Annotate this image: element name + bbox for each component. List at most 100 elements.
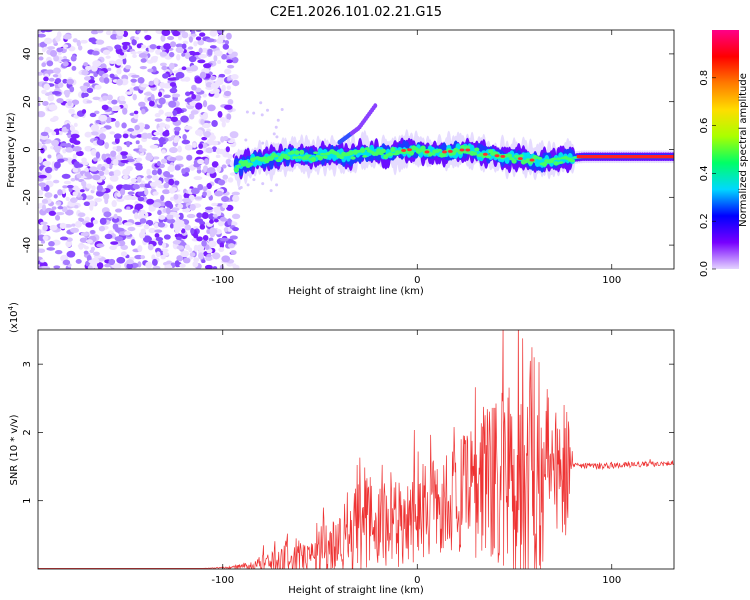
noise-blob [211,202,218,207]
noise-blob [222,202,228,209]
noise-blob [90,37,96,41]
noise-blob [101,95,109,101]
noise-blob [144,188,149,196]
noise-blob [231,213,241,220]
noise-blob [174,260,180,268]
y-tick-label: 20 [22,95,33,108]
noise-blob [159,81,166,89]
noise-blob [202,100,208,108]
noise-blob [201,122,211,129]
noise-blob [181,43,187,49]
noise-blob [224,40,230,45]
noise-blob [98,114,108,122]
branch-cell [373,103,378,109]
noise-blob [197,183,204,191]
noise-blob [172,93,181,98]
noise-blob [143,30,148,33]
noise-blob [38,189,44,196]
noise-blob [103,211,112,218]
noise-blob [38,110,46,118]
track-cell [273,154,279,158]
noise-blob [207,104,216,112]
noise-blob [113,169,121,177]
noise-blob [38,142,43,149]
noise-blob [175,46,185,54]
colorbar-tick-label: 0.6 [699,118,710,134]
noise-blob [69,197,78,203]
noise-blob [108,258,115,266]
noise-blob [181,228,186,234]
noise-blob [126,259,134,265]
track-cell [317,155,324,161]
noise-blob [75,220,82,228]
noise-blob [110,150,117,157]
noise-blob [85,195,94,200]
noise-blob [191,84,197,91]
noise-blob [109,175,119,182]
noise-blob [57,206,64,210]
noise-blob [261,141,265,145]
noise-blob [155,48,161,55]
noise-blob [165,117,172,122]
noise-blob [130,178,137,183]
noise-blob [130,239,136,246]
track-peak [441,150,447,154]
noise-blob [218,73,226,78]
track-cell [380,148,387,154]
noise-blob [122,44,128,50]
noise-blob [193,232,199,239]
track-cell [247,162,253,166]
noise-blob [147,243,154,251]
noise-blob [218,247,225,253]
noise-blob [148,100,155,107]
noise-blob [226,85,231,90]
noise-blob [43,83,51,91]
noise-blob [67,134,72,139]
noise-blob [152,191,159,196]
track-cell [359,147,366,154]
noise-blob [130,78,137,83]
y-tick-label: 2 [22,429,33,435]
noise-blob [157,126,164,133]
noise-blob [206,182,212,190]
noise-blob [116,78,124,86]
noise-blob [131,74,140,78]
noise-blob [203,63,212,69]
noise-blob [53,265,61,269]
noise-blob [199,32,206,37]
noise-blob [168,178,175,186]
noise-blob [107,100,113,105]
noise-blob [190,227,195,235]
noise-blob [121,122,127,129]
chart-title: C2E1.2026.101.02.21.G15 [270,5,442,20]
noise-blob [115,58,123,66]
noise-blob [183,76,191,82]
noise-blob [192,142,197,148]
noise-blob [204,206,214,211]
noise-blob [175,227,183,231]
noise-blob [211,161,219,168]
noise-blob [173,135,180,143]
noise-blob [209,228,218,235]
noise-blob [184,224,192,231]
noise-blob [229,131,239,139]
noise-blob [165,124,170,129]
noise-blob [231,226,239,232]
noise-blob [104,169,109,175]
noise-blob [210,82,220,89]
noise-blob [152,156,160,160]
noise-blob [52,74,59,78]
noise-blob [149,144,159,149]
noise-blob [116,68,122,75]
snr-series-line [38,330,674,569]
noise-blob [112,146,117,150]
noise-blob [169,87,178,94]
noise-blob [259,101,263,105]
noise-blob [61,173,71,179]
noise-blob [100,175,106,180]
noise-blob [220,216,227,222]
noise-blob [90,149,97,157]
track-cell [387,152,394,157]
noise-blob [193,244,199,252]
